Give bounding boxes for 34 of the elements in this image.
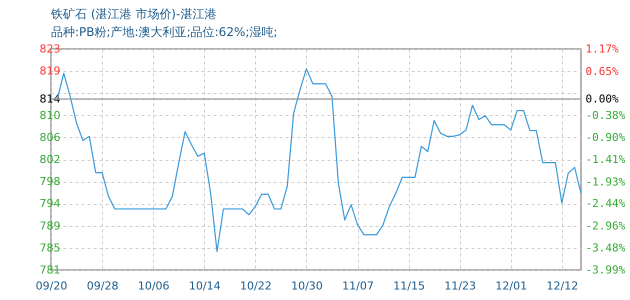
y2-tick-label: -0.90% [586, 131, 626, 144]
x-tick-label: 12/01 [495, 280, 528, 292]
y2-tick-label: 1.17% [586, 42, 619, 56]
y-tick-label: 819 [40, 64, 60, 78]
y2-tick-label: -3.48% [586, 242, 626, 255]
y-tick-label: 823 [40, 42, 60, 56]
x-tick-label: 10/30 [291, 280, 323, 292]
y2-tick-label: -1.41% [586, 153, 626, 166]
y-tick-label: 781 [40, 264, 60, 276]
y-tick-label: 802 [40, 153, 60, 166]
y-tick-label: 789 [40, 219, 60, 232]
y2-tick-label: -0.38% [586, 108, 626, 122]
x-tick-label: 11/23 [444, 280, 476, 292]
chart-subtitle: 品种:PB粉;产地:澳大利亚;品位:62%;湿吨; [51, 25, 278, 39]
x-tick-label: 12/12 [546, 280, 578, 292]
x-tick-label: 09/28 [86, 280, 118, 292]
y-tick-label: 810 [40, 108, 60, 122]
y-tick-label: 785 [40, 241, 60, 254]
y2-tick-label: -1.93% [586, 175, 626, 188]
chart-title: 铁矿石 (湛江港 市场价)-湛江港 [50, 7, 216, 21]
y2-tick-label: 0.65% [586, 64, 619, 78]
y-tick-label: 798 [40, 175, 60, 188]
y2-tick-label: 0.00% [586, 92, 619, 106]
y2-tick-label: -3.99% [586, 264, 626, 276]
y-tick-label: 794 [40, 197, 60, 210]
x-tick-label: 10/22 [240, 280, 272, 292]
y2-tick-label: -2.96% [586, 219, 626, 232]
x-tick-label: 10/06 [138, 280, 170, 292]
x-tick-label: 10/14 [188, 280, 221, 292]
x-tick-label: 11/15 [393, 280, 425, 292]
y2-tick-label: -2.44% [586, 197, 626, 210]
x-tick-label: 11/07 [342, 280, 374, 292]
x-tick-label: 09/20 [36, 280, 68, 292]
y-tick-label: 806 [40, 130, 60, 144]
